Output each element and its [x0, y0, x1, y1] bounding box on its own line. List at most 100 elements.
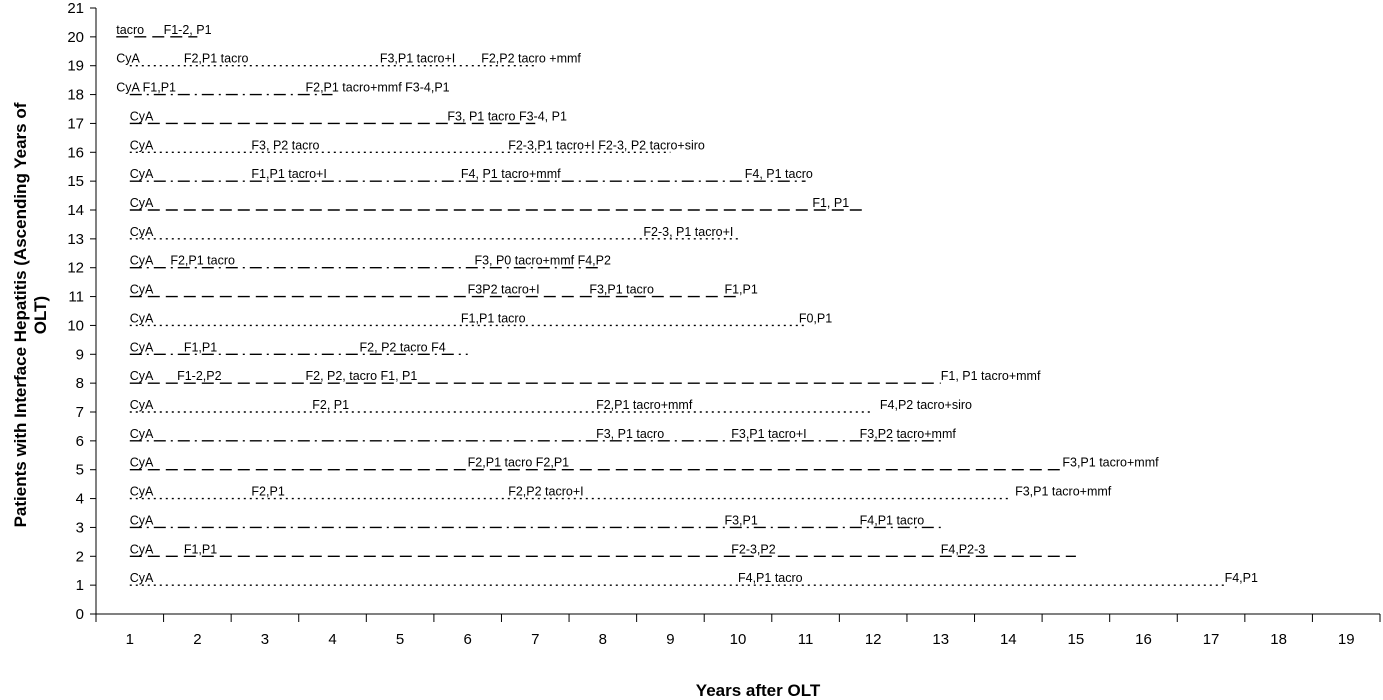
timeline-annotation: F3, P2 tacro: [251, 138, 319, 152]
patient-row: CyA F1,P1 F2, P2 tacro F4: [129, 340, 468, 355]
x-tick-group: 1 2 3 4 5 6 7 8 9 10 11 12 13 14 15 16 17 18 19: [95, 614, 1381, 648]
timeline-annotation: CyA: [130, 167, 154, 181]
patient-row: CyA F3P2 tacro+I F3,P1 tacro F1,P1: [129, 283, 758, 298]
y-tick-label: 9: [76, 346, 84, 363]
timeline-annotation: CyA: [130, 225, 154, 239]
timeline-annotation: F4, P1 tacro+mmf: [461, 167, 561, 181]
x-tick-label: 1: [126, 631, 134, 648]
y-tick-label: 3: [76, 519, 84, 536]
timeline-annotation: CyA: [130, 485, 154, 499]
y-tick-label: 15: [67, 173, 84, 190]
timeline-annotation: F2,P1 tacro+mmf F3-4,P1: [305, 81, 449, 95]
timeline-annotation: F2,P1 tacro: [184, 52, 249, 66]
y-tick-label: 2: [76, 548, 84, 565]
timeline-annotation: F3,P1 tacro+mmf: [1062, 456, 1159, 470]
timeline-annotation: F3,P1 tacro+mmf: [1015, 485, 1112, 499]
timeline-annotation: F3,P1 tacro+I: [731, 427, 806, 441]
x-tick-label: 8: [599, 631, 607, 648]
patient-row: CyA F2,P1 tacro F2,P1 F3,P1 tacro+mmf: [129, 456, 1159, 471]
timeline-annotation: CyA: [130, 283, 154, 297]
timeline-annotation: CyA: [130, 456, 154, 470]
x-tick-label: 5: [396, 631, 404, 648]
y-tick-label: 12: [67, 260, 84, 277]
patient-row: CyA F2-3, P1 tacro+I: [129, 225, 738, 240]
timeline-annotation: F1,P1: [184, 340, 217, 354]
y-tick-label: 18: [67, 87, 84, 104]
patient-row: CyA F1,P1 F2-3,P2 F4,P2-3: [129, 542, 1076, 557]
x-tick-label: 3: [261, 631, 269, 648]
patient-row: CyA F1,P1 tacro F0,P1: [129, 311, 832, 327]
patient-row: tacro F1-2, P1: [116, 23, 212, 38]
patient-row: CyA F3, P1 tacro F3,P1 tacro+I F3,P2 tacro+…: [129, 427, 957, 442]
timeline-annotation: F3P2 tacro+I: [468, 283, 540, 297]
timeline-annotation: F3,P1 tacro+I: [380, 52, 455, 66]
timeline-annotation: F3,P1: [724, 513, 757, 527]
patient-row: CyA F1,P1 F2,P1 tacro+mmf F3-4,P1: [116, 81, 450, 96]
timeline-annotation: F3,P1 tacro: [589, 283, 654, 297]
x-tick-label: 15: [1068, 631, 1085, 648]
y-axis-title: Patients with Interface Hepatitis (Ascen…: [11, 102, 50, 527]
timeline-annotation: F2, P1: [312, 398, 349, 412]
timeline-annotation: CyA: [130, 513, 154, 527]
y-tick-label: 14: [67, 202, 84, 219]
timeline-annotation: CyA: [130, 571, 154, 585]
timeline-annotation: CyA: [130, 311, 154, 325]
timeline-annotation: F4,P1: [1225, 571, 1258, 585]
timeline-annotation: F2,P2 tacro+I: [508, 485, 583, 499]
x-axis: 1 2 3 4 5 6 7 8 9 10 11 12 13 14 15 16 17 18 19: [95, 613, 1381, 648]
x-tick-label: 16: [1135, 631, 1152, 648]
y-tick-label: 11: [68, 289, 84, 306]
y-tick-label: 5: [76, 462, 84, 479]
timeline-annotation: F3,P2 tacro+mmf: [860, 427, 957, 441]
timeline-annotation: CyA: [130, 340, 154, 354]
timeline-annotation: F2,P1 tacro+mmf: [596, 398, 693, 412]
timeline-annotation: F4, P1 tacro: [745, 167, 813, 181]
timeline-annotation: F4,P1 tacro: [860, 513, 925, 527]
timeline-annotation: F1, P1: [812, 196, 849, 210]
patient-row: CyA F3,P1 F4,P1 tacro: [129, 513, 941, 529]
y-tick-label: 8: [76, 375, 84, 392]
patient-row: CyA F1, P1: [129, 196, 867, 211]
timeline-annotation: F1, P1 tacro+mmf: [941, 369, 1041, 383]
patient-row: CyA F1-2,P2 F2, P2, tacro F1, P1 F1, P1 tac…: [129, 369, 1041, 384]
patient-row: CyA F2,P1 tacro F3, P0 tacro+mmf F4,P2: [129, 254, 611, 269]
timeline-annotation: F1,P1: [724, 283, 757, 297]
patient-row: CyA F1,P1 tacro+I F4, P1 tacro+mmf F4, P1 t…: [129, 167, 813, 182]
y-tick-label: 13: [67, 231, 84, 248]
patient-timelines: CyA F4,P1 tacro F4,P1 CyA F1,P1 F2-3,P2 F4,P2-…: [116, 23, 1258, 586]
y-tick-label: 1: [76, 577, 84, 594]
timeline-annotation: F1,P1 tacro+I: [251, 167, 326, 181]
y-tick-label: 7: [76, 404, 84, 421]
y-tick-label: 0: [76, 606, 84, 623]
x-tick-label: 7: [531, 631, 539, 648]
timeline-annotation: F4,P1 tacro: [738, 571, 803, 585]
patient-row: CyA F3, P1 tacro F3-4, P1: [129, 109, 567, 125]
y-tick-label: 10: [67, 317, 84, 334]
timeline-annotation: CyA: [130, 542, 154, 556]
timeline-annotation: F1-2,P2: [177, 369, 222, 383]
timeline-annotation: F2-3,P1 tacro+I F2-3, P2 tacro+siro: [508, 138, 705, 152]
x-tick-label: 9: [666, 631, 674, 648]
timeline-annotation: CyA: [130, 398, 154, 412]
timeline-annotation: CyA: [130, 109, 154, 123]
x-axis-title: Years after OLT: [696, 681, 821, 700]
timeline-annotation: CyA F1,P1: [116, 81, 176, 95]
y-tick-label: 21: [67, 0, 84, 17]
x-tick-label: 6: [464, 631, 472, 648]
timeline-annotation: F2,P1 tacro: [170, 254, 235, 268]
timeline-annotation: F3, P1 tacro F3-4, P1: [447, 109, 567, 123]
y-tick-label: 20: [67, 29, 84, 46]
timeline-annotation: F1,P1 tacro: [461, 311, 526, 325]
timeline-annotation: CyA: [130, 196, 154, 210]
timeline-annotation: tacro: [116, 23, 144, 37]
timeline-annotation: F2, P2, tacro F1, P1: [305, 369, 417, 383]
patient-row: CyA F2,P1 F2,P2 tacro+I F3,P1 tacro+mmf: [129, 485, 1112, 500]
timeline-annotation: F2,P1 tacro F2,P1: [468, 456, 569, 470]
patient-row: CyA F4,P1 tacro F4,P1: [129, 571, 1258, 586]
timeline-annotation: CyA: [130, 138, 154, 152]
x-tick-label: 11: [798, 631, 814, 648]
x-tick-label: 18: [1270, 631, 1287, 648]
timeline-annotation: F4,P2 tacro+siro: [880, 398, 972, 412]
